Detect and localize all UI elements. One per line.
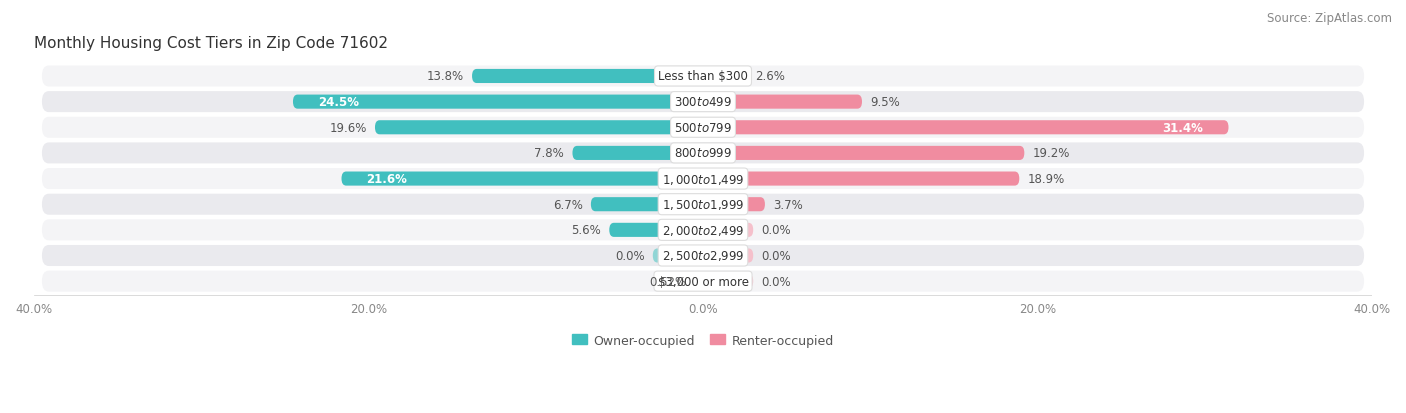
FancyBboxPatch shape	[695, 274, 703, 289]
FancyBboxPatch shape	[42, 194, 1364, 215]
FancyBboxPatch shape	[703, 147, 1025, 161]
FancyBboxPatch shape	[652, 249, 703, 263]
Text: 0.52%: 0.52%	[648, 275, 686, 288]
Text: Monthly Housing Cost Tiers in Zip Code 71602: Monthly Housing Cost Tiers in Zip Code 7…	[34, 36, 388, 50]
FancyBboxPatch shape	[472, 70, 703, 84]
Text: Less than $300: Less than $300	[658, 70, 748, 83]
FancyBboxPatch shape	[572, 147, 703, 161]
FancyBboxPatch shape	[42, 66, 1364, 87]
Text: $2,500 to $2,999: $2,500 to $2,999	[662, 249, 744, 263]
FancyBboxPatch shape	[42, 245, 1364, 266]
Text: $500 to $799: $500 to $799	[673, 121, 733, 135]
Text: 5.6%: 5.6%	[571, 224, 600, 237]
FancyBboxPatch shape	[703, 121, 1229, 135]
FancyBboxPatch shape	[609, 223, 703, 237]
Text: $1,000 to $1,499: $1,000 to $1,499	[662, 172, 744, 186]
Text: 13.8%: 13.8%	[426, 70, 464, 83]
FancyBboxPatch shape	[375, 121, 703, 135]
FancyBboxPatch shape	[703, 172, 1019, 186]
Text: 19.6%: 19.6%	[329, 121, 367, 135]
FancyBboxPatch shape	[42, 117, 1364, 138]
Text: $2,000 to $2,499: $2,000 to $2,499	[662, 223, 744, 237]
Text: 2.6%: 2.6%	[755, 70, 785, 83]
Text: $1,500 to $1,999: $1,500 to $1,999	[662, 198, 744, 212]
Text: 24.5%: 24.5%	[318, 96, 359, 109]
Text: 9.5%: 9.5%	[870, 96, 900, 109]
FancyBboxPatch shape	[703, 249, 754, 263]
Text: 3.7%: 3.7%	[773, 198, 803, 211]
FancyBboxPatch shape	[42, 143, 1364, 164]
FancyBboxPatch shape	[591, 198, 703, 212]
Text: Source: ZipAtlas.com: Source: ZipAtlas.com	[1267, 12, 1392, 25]
FancyBboxPatch shape	[703, 223, 754, 237]
Text: 19.2%: 19.2%	[1032, 147, 1070, 160]
FancyBboxPatch shape	[703, 70, 747, 84]
Text: $300 to $499: $300 to $499	[673, 96, 733, 109]
Text: 18.9%: 18.9%	[1028, 173, 1064, 185]
FancyBboxPatch shape	[42, 92, 1364, 113]
Text: 0.0%: 0.0%	[762, 249, 792, 262]
FancyBboxPatch shape	[42, 271, 1364, 292]
Text: $3,000 or more: $3,000 or more	[658, 275, 748, 288]
Text: 31.4%: 31.4%	[1163, 121, 1204, 135]
Text: 6.7%: 6.7%	[553, 198, 582, 211]
FancyBboxPatch shape	[703, 198, 765, 212]
Text: 7.8%: 7.8%	[534, 147, 564, 160]
FancyBboxPatch shape	[342, 172, 703, 186]
Text: 21.6%: 21.6%	[367, 173, 408, 185]
FancyBboxPatch shape	[703, 95, 862, 109]
Text: 0.0%: 0.0%	[762, 224, 792, 237]
Text: 0.0%: 0.0%	[762, 275, 792, 288]
FancyBboxPatch shape	[292, 95, 703, 109]
Text: $800 to $999: $800 to $999	[673, 147, 733, 160]
FancyBboxPatch shape	[703, 274, 754, 289]
Text: 0.0%: 0.0%	[614, 249, 644, 262]
Legend: Owner-occupied, Renter-occupied: Owner-occupied, Renter-occupied	[568, 329, 838, 352]
FancyBboxPatch shape	[42, 220, 1364, 241]
FancyBboxPatch shape	[42, 169, 1364, 190]
